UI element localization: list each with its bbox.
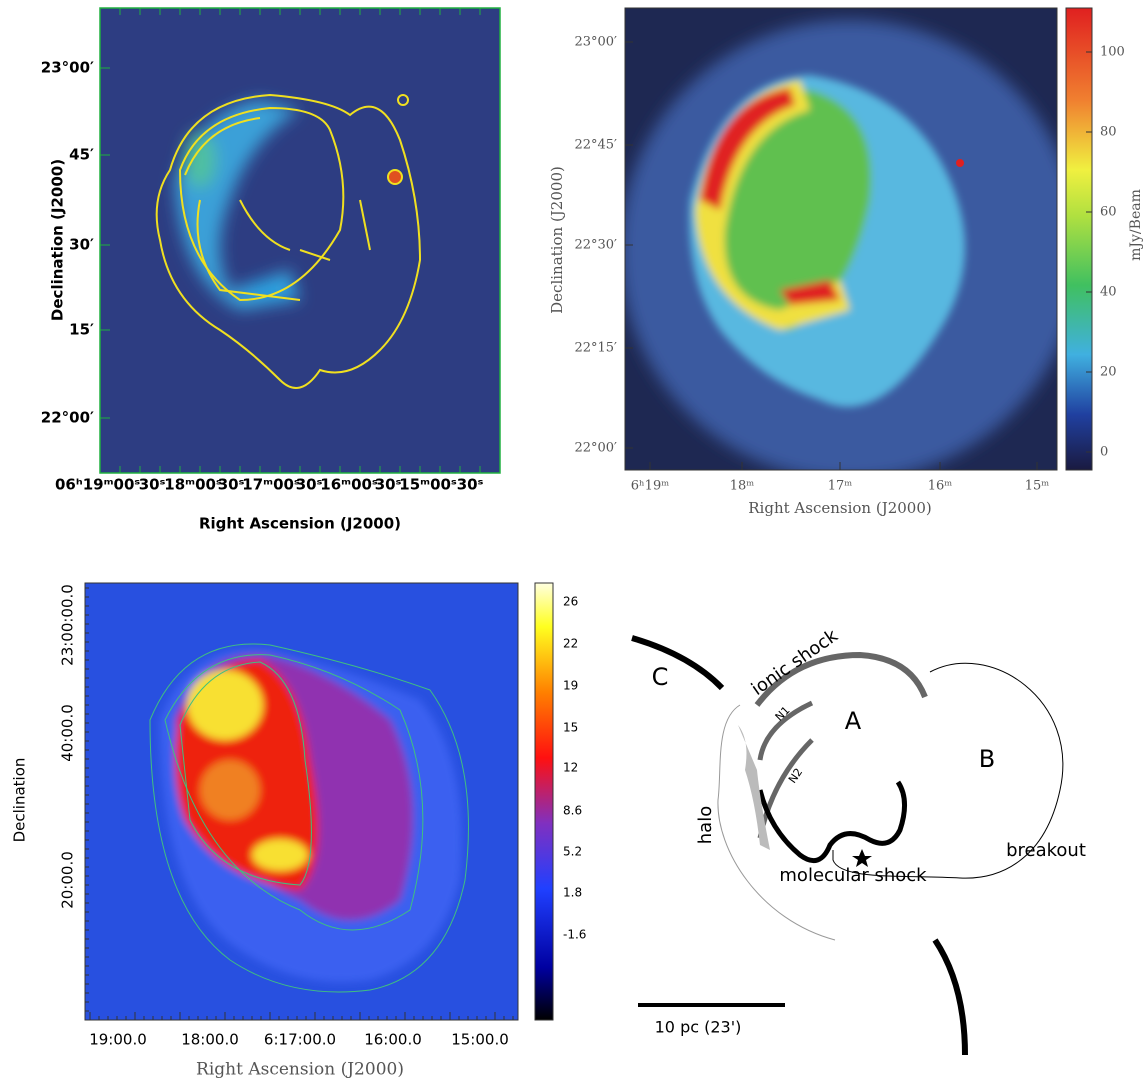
region-label: B — [979, 745, 995, 773]
region-label: A — [845, 707, 862, 735]
colorbar-tick-label: 12 — [563, 761, 578, 775]
breakout-label: breakout — [1006, 840, 1086, 861]
colorbar-tick-label: 8.6 — [563, 804, 582, 818]
x-tick-label: 17ᵐ — [828, 479, 853, 494]
y-tick-label: 22°00′ — [41, 409, 94, 427]
y-tick-label: 40:00.0 — [59, 704, 77, 762]
n2-arc — [757, 738, 814, 839]
colorbar-tick-label: 5.2 — [563, 845, 582, 859]
n1-label: N1 — [773, 704, 793, 724]
x-axis-label: Right Ascension (J2000) — [196, 1060, 404, 1080]
x-tick-label: 15:00.0 — [451, 1031, 509, 1049]
y-tick-label: 22°45′ — [574, 138, 617, 153]
diagram — [631, 635, 1064, 1056]
y-tick-label: 22°15′ — [574, 341, 617, 356]
x-tick-label: 17ᵐ00ˢ — [242, 476, 300, 494]
n1-arc — [757, 700, 814, 761]
y-tick-label: 22°30′ — [574, 238, 617, 253]
halo-fill — [738, 725, 770, 850]
colorbar-label: mJy/Beam — [1128, 189, 1144, 261]
star — [852, 849, 872, 867]
colorbar-tick-label: 20 — [1100, 365, 1117, 380]
x-axis-label: Right Ascension (J2000) — [199, 515, 401, 533]
y-tick-label: 23:00:00.0 — [59, 584, 77, 666]
colorbar-tick-label: 19 — [563, 679, 578, 693]
y-axis-label: Declination — [11, 758, 29, 843]
y-tick-label: 15′ — [69, 321, 94, 339]
x-tick-label: 30ˢ — [296, 476, 323, 494]
y-tick-label: 20:00.0 — [59, 851, 77, 909]
x-tick-label: 30ˢ — [375, 476, 402, 494]
panel-2-image — [625, 8, 1057, 470]
y-tick-label: 23°00′ — [574, 35, 617, 50]
x-tick-label: 16ᵐ — [928, 479, 953, 494]
colorbar-tick-label: 80 — [1100, 125, 1117, 140]
colorbar-tick-label: 40 — [1100, 285, 1117, 300]
x-tick-label: 6ʰ19ᵐ — [631, 479, 669, 494]
x-tick-label: 30ˢ — [139, 476, 166, 494]
x-tick-label: 18:00.0 — [181, 1031, 239, 1049]
x-tick-label: 30ˢ — [218, 476, 245, 494]
y-tick-label: 22°00′ — [574, 441, 617, 456]
x-tick-label: 6:17:00.0 — [264, 1031, 336, 1049]
colorbar-tick-label: 100 — [1100, 45, 1125, 60]
panel-3-frame — [84, 582, 519, 1021]
panel-3-image — [85, 583, 518, 1020]
x-tick-label: 15ᵐ00ˢ — [399, 476, 457, 494]
x-tick-label: 16:00.0 — [364, 1031, 422, 1049]
x-tick-label: 16ᵐ00ˢ — [320, 476, 378, 494]
colorbar-tick-label: 22 — [563, 637, 578, 651]
colorbar-tick-label: 60 — [1100, 205, 1117, 220]
y-tick-label: 45′ — [69, 146, 94, 164]
shock-arc — [932, 938, 968, 1056]
y-axis-label: Declination (J2000) — [548, 166, 566, 314]
molecular-shock-arc — [757, 780, 907, 864]
halo-outline — [717, 704, 836, 941]
panel-2-frame — [624, 7, 1058, 471]
x-tick-label: 15ᵐ — [1025, 479, 1050, 494]
x-tick-label: 18ᵐ — [730, 479, 755, 494]
panel-2-colorbar — [1065, 7, 1093, 471]
x-tick-label: 30ˢ — [457, 476, 484, 494]
scale-label: 10 pc (23') — [655, 1018, 742, 1037]
y-tick-label: 23°00′ — [41, 59, 94, 77]
colorbar-tick-label: 1.8 — [563, 886, 582, 900]
ionic-shock-arc — [754, 651, 928, 707]
shock-arc — [631, 635, 725, 691]
x-tick-label: 06ʰ19ᵐ00ˢ — [55, 476, 140, 494]
y-axis-label: Declination (J2000) — [49, 159, 67, 321]
colorbar-tick-label: -1.6 — [563, 928, 586, 942]
halo-label: halo — [695, 806, 716, 844]
shock-label: ionic shock — [748, 625, 843, 700]
x-axis-label: Right Ascension (J2000) — [748, 499, 931, 517]
shock-label: molecular shock — [779, 865, 927, 886]
region-label: C — [652, 663, 669, 691]
colorbar-tick-label: 26 — [563, 595, 578, 609]
panel-3-colorbar — [534, 582, 554, 1021]
panel-1-image — [100, 8, 500, 473]
colorbar-tick-label: 0 — [1100, 445, 1108, 460]
breakout-outline — [832, 662, 1064, 879]
colorbar-tick-label: 15 — [563, 721, 578, 735]
x-tick-label: 19:00.0 — [89, 1031, 147, 1049]
y-tick-label: 30′ — [69, 236, 94, 254]
x-tick-label: 18ᵐ00ˢ — [164, 476, 222, 494]
